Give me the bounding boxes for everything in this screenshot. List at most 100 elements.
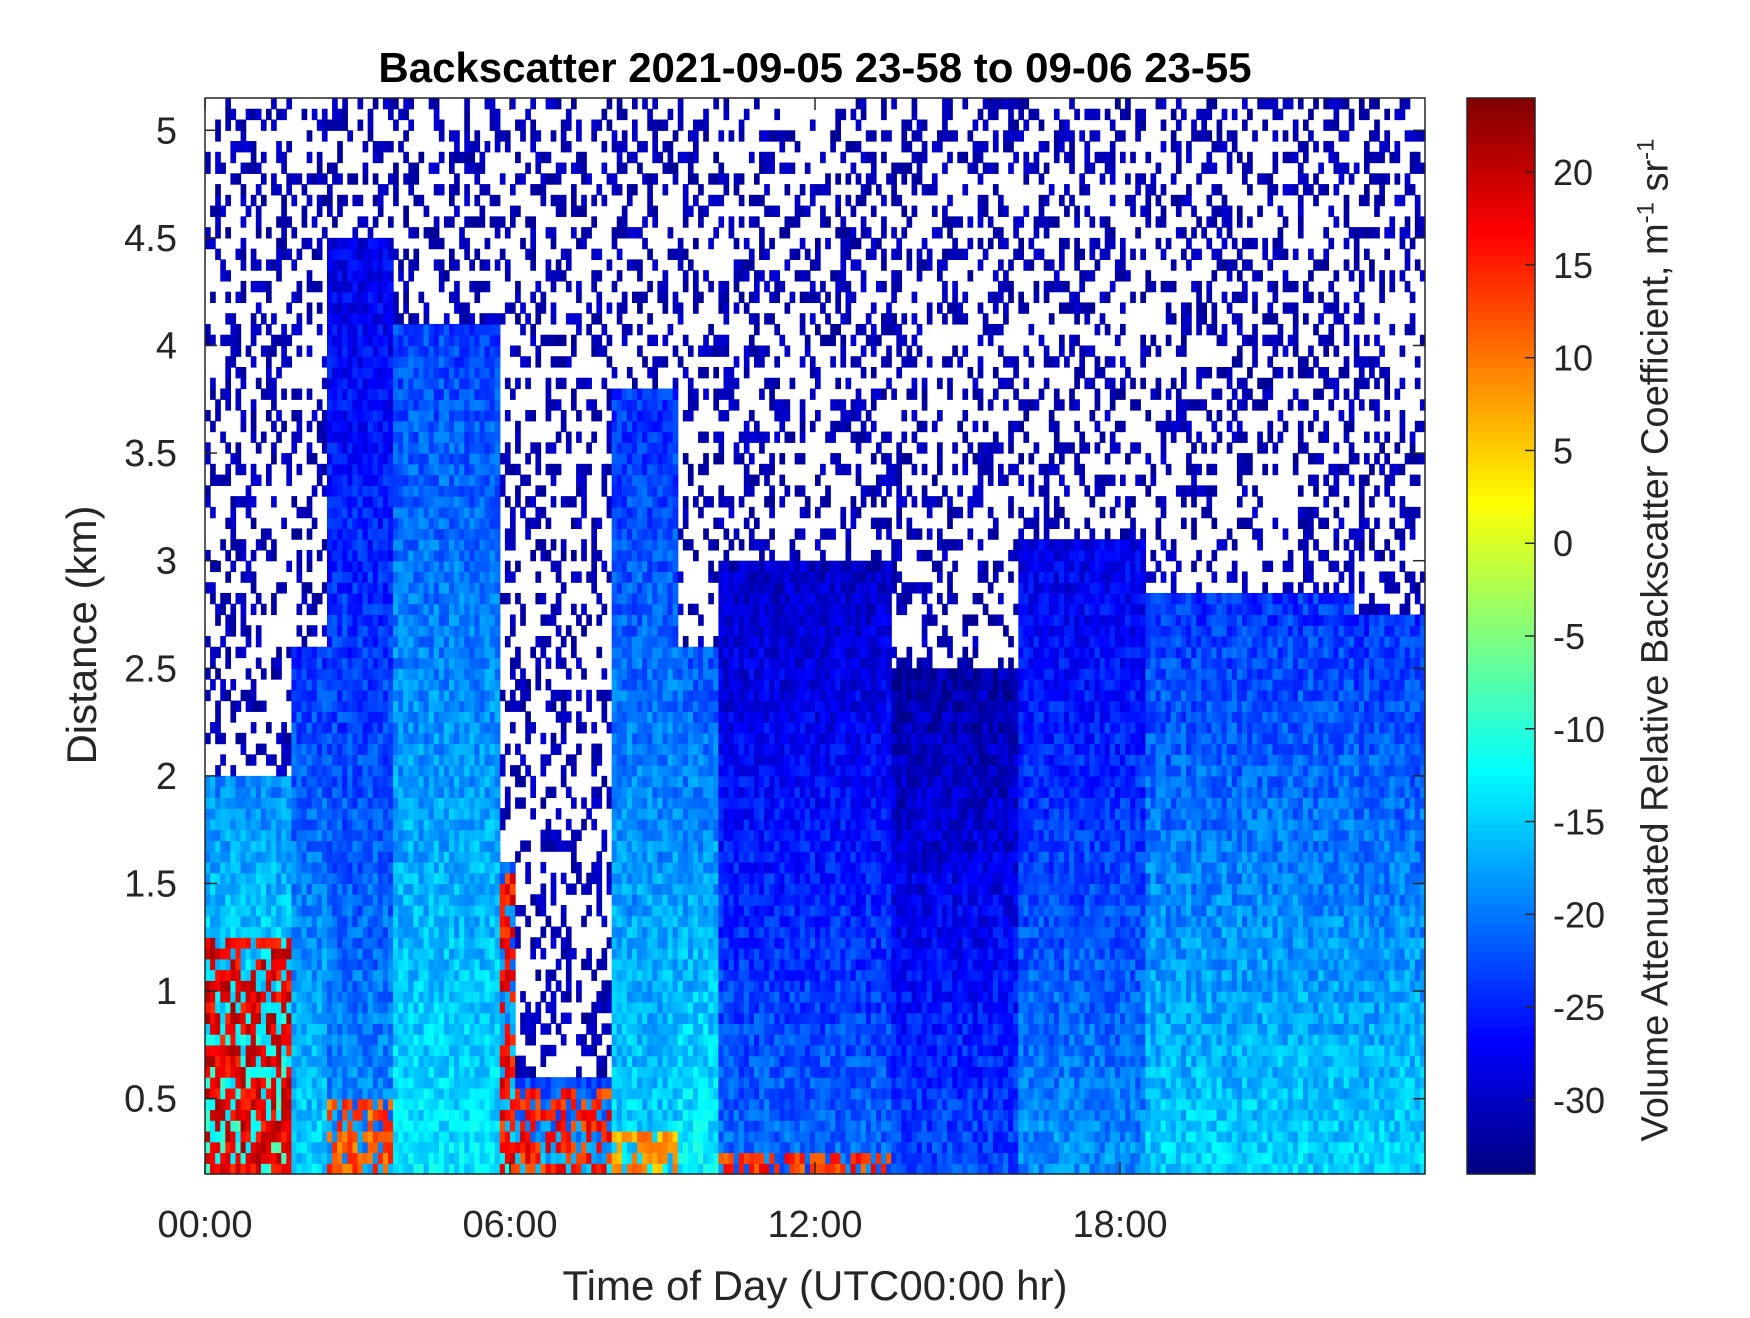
- heatmap-cell: [423, 722, 430, 734]
- heatmap-cell: [286, 1023, 293, 1035]
- heatmap-cell: [352, 1087, 359, 1100]
- heatmap-cell: [382, 840, 389, 852]
- heatmap-cell: [362, 1109, 369, 1121]
- heatmap-cell: [281, 980, 287, 992]
- heatmap-cell: [408, 765, 415, 777]
- heatmap-cell: [342, 948, 348, 960]
- heatmap-cell: [469, 743, 476, 755]
- heatmap-cell: [443, 216, 450, 228]
- heatmap-cell: [367, 797, 374, 809]
- heatmap-cell: [469, 141, 476, 153]
- heatmap-cell: [530, 948, 537, 960]
- heatmap-cell: [484, 539, 491, 551]
- heatmap-cell: [469, 732, 476, 745]
- heatmap-cell: [367, 1066, 374, 1078]
- heatmap-cell: [403, 151, 409, 164]
- heatmap-cell: [494, 969, 501, 981]
- heatmap-cell: [418, 840, 425, 852]
- heatmap-cell: [332, 1152, 338, 1164]
- heatmap-cell: [372, 539, 379, 551]
- heatmap-cell: [489, 410, 496, 422]
- heatmap-cell: [342, 237, 348, 250]
- heatmap-cell: [321, 1163, 328, 1175]
- heatmap-cell: [464, 808, 470, 820]
- heatmap-cell: [271, 861, 277, 874]
- heatmap-cell: [428, 1130, 435, 1143]
- heatmap-cell: [306, 1130, 313, 1143]
- heatmap-cell: [245, 345, 252, 357]
- heatmap-cell: [388, 1120, 394, 1132]
- heatmap-cell: [474, 1163, 481, 1175]
- heatmap-cell: [352, 280, 359, 293]
- heatmap-cell: [423, 539, 430, 551]
- heatmap-cell: [515, 151, 521, 164]
- heatmap-cell: [504, 958, 511, 971]
- heatmap-cell: [281, 323, 287, 336]
- heatmap-cell: [393, 1098, 399, 1111]
- heatmap-cell: [230, 937, 237, 949]
- heatmap-cell: [327, 808, 333, 820]
- heatmap-cell: [327, 926, 333, 938]
- heatmap-cell: [438, 603, 445, 616]
- heatmap-cell: [449, 420, 455, 433]
- heatmap-cell: [459, 377, 465, 390]
- heatmap-cell: [347, 356, 354, 368]
- heatmap-cell: [342, 765, 348, 777]
- heatmap-cell: [362, 173, 369, 185]
- heatmap-cell: [372, 474, 379, 486]
- heatmap-cell: [555, 431, 562, 443]
- heatmap-cell: [342, 689, 348, 702]
- heatmap-cell: [403, 969, 409, 981]
- heatmap-cell: [311, 485, 318, 497]
- heatmap-cell: [550, 496, 557, 508]
- heatmap-cell: [408, 894, 415, 906]
- heatmap-cell: [494, 1034, 501, 1046]
- heatmap-cell: [225, 1152, 232, 1164]
- heatmap-cell: [281, 1023, 287, 1035]
- heatmap-cell: [357, 453, 364, 465]
- heatmap-cell: [205, 808, 211, 820]
- heatmap-cell: [443, 1012, 450, 1024]
- heatmap-cell: [362, 679, 369, 691]
- heatmap-cell: [205, 1087, 211, 1100]
- heatmap-cell: [276, 786, 282, 798]
- heatmap-cell: [377, 1098, 384, 1111]
- heatmap-cell: [484, 431, 491, 443]
- heatmap-cell: [337, 722, 343, 734]
- heatmap-cell: [255, 1109, 262, 1121]
- heatmap-cell: [388, 1087, 394, 1100]
- heatmap-cell: [372, 388, 379, 400]
- heatmap-cell: [377, 442, 384, 454]
- heatmap-cell: [357, 969, 364, 981]
- heatmap-cell: [215, 194, 221, 207]
- heatmap-cell: [428, 334, 435, 347]
- heatmap-cell: [413, 1130, 420, 1143]
- heatmap-cell: [510, 969, 516, 981]
- heatmap-cell: [535, 539, 542, 551]
- heatmap-cell: [235, 141, 242, 153]
- heatmap-cell: [428, 98, 435, 110]
- heatmap-cell: [347, 775, 354, 788]
- heatmap-cell: [342, 399, 348, 411]
- heatmap-cell: [250, 549, 257, 562]
- heatmap-cell: [296, 851, 303, 863]
- heatmap-cell: [504, 872, 511, 885]
- heatmap-cell: [540, 905, 547, 917]
- heatmap-cell: [255, 625, 262, 637]
- heatmap-cell: [210, 1034, 216, 1046]
- heatmap-cell: [545, 442, 552, 454]
- heatmap-cell: [235, 905, 242, 917]
- heatmap-cell: [393, 592, 399, 605]
- heatmap-cell: [484, 614, 491, 626]
- heatmap-cell: [479, 216, 486, 228]
- heatmap-cell: [504, 937, 511, 949]
- heatmap-cell: [408, 356, 415, 368]
- heatmap-cell: [504, 948, 511, 960]
- heatmap-cell: [367, 571, 374, 583]
- heatmap-cell: [271, 851, 277, 863]
- heatmap-cell: [433, 1055, 440, 1067]
- heatmap-cell: [459, 1066, 465, 1078]
- heatmap-cell: [337, 1034, 343, 1046]
- heatmap-cell: [306, 1141, 313, 1154]
